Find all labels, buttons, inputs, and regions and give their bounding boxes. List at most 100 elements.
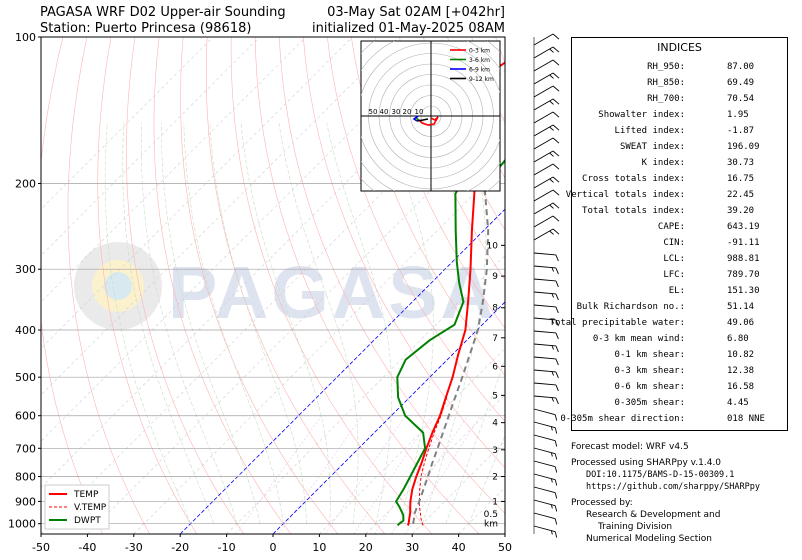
- mixing-ratio-line: [405, 415, 481, 534]
- index-row: 0-3 km mean wind: 6.80: [572, 332, 789, 346]
- km-tick-label: 5: [492, 391, 498, 401]
- valid-time-line: 03-May Sat 02AM [+042hr]: [327, 5, 505, 20]
- wind-barb: [533, 124, 560, 137]
- index-value: 12.38: [727, 366, 755, 376]
- dry-adiabat-line: [180, 37, 339, 534]
- sharppy-url-text: https://github.com/sharppy/SHARPpy: [586, 482, 760, 492]
- processed-by-text: Processed by:: [571, 498, 633, 508]
- index-value: 39.20: [727, 206, 755, 216]
- index-value: 30.73: [727, 158, 755, 168]
- wind-barb: [533, 150, 560, 163]
- index-row: K index: 30.73: [572, 156, 789, 170]
- wind-barb: [533, 395, 559, 405]
- y-tick-label: 600: [15, 410, 36, 423]
- wind-barb: [533, 215, 560, 228]
- hodograph-ring-label: 50: [369, 108, 378, 116]
- wind-barb: [533, 46, 560, 59]
- x-tick-label: -40: [78, 541, 96, 554]
- legend-dwpt-label: DWPT: [74, 516, 101, 526]
- wind-barb: [533, 356, 559, 366]
- wind-barb: [533, 163, 560, 176]
- y-tick-label: 100: [15, 31, 36, 44]
- index-value: 151.30: [727, 286, 760, 296]
- hodograph-trace-6-9km: [412, 115, 419, 122]
- index-value: -1.87: [727, 126, 755, 136]
- x-tick-label: 40: [452, 541, 466, 554]
- km-extra-label: 0.5: [484, 510, 498, 520]
- footer-credits: Forecast model: WRF v4.5 Processed using…: [571, 441, 801, 545]
- index-row: RH_950: 87.00: [572, 60, 789, 74]
- moist-adiabat-line: [183, 122, 284, 524]
- index-value: 6.80: [727, 334, 749, 344]
- title-line-station: Station: Puerto Princesa (98618): [40, 21, 252, 36]
- index-row: 0-3 km shear: 12.38: [572, 364, 789, 378]
- index-row: LCL: 988.81: [572, 252, 789, 266]
- index-row: 0-6 km shear: 16.58: [572, 380, 789, 394]
- hodograph: 50 40 30 20 10 0-3 km 3-6 km 6-9 km 9-12 km: [360, 40, 501, 192]
- indices-title: INDICES: [657, 41, 702, 54]
- doi-text: DOI:10.1175/BAMS-D-15-00309.1: [586, 470, 735, 480]
- index-value: 643.19: [727, 222, 760, 232]
- index-label: LCL:: [663, 254, 685, 264]
- wind-barb: [533, 85, 560, 98]
- hodograph-trace-9-12km: [416, 118, 429, 122]
- wind-barb: [533, 343, 559, 353]
- processed-using-text: Processed using SHARPpy v.1.4.0: [571, 458, 722, 468]
- valid-time: 03-May Sat 02AM [+042hr] initialized 01-…: [312, 5, 505, 37]
- y-tick-label: 800: [15, 471, 36, 484]
- km-tick-label: 4: [492, 419, 498, 429]
- org-line-3: Numerical Modeling Section: [586, 534, 713, 544]
- index-row: Total totals index: 39.20: [572, 204, 789, 218]
- index-row: 0-305m shear direction: 018 NNE: [560, 412, 789, 426]
- wind-barb-column: [533, 33, 560, 538]
- index-value: 196.09: [727, 142, 760, 152]
- index-value: 018 NNE: [727, 414, 765, 424]
- wind-barb: [533, 447, 558, 460]
- wind-barb: [533, 304, 559, 314]
- dry-adiabat-line: [399, 37, 505, 281]
- legend-vtemp-label: V.TEMP: [74, 503, 107, 513]
- x-tick-label: -10: [218, 541, 236, 554]
- dry-adiabat-line: [153, 37, 292, 534]
- dry-adiabat-line: [327, 37, 505, 423]
- wind-barb: [533, 460, 558, 473]
- dry-adiabat-line: [230, 37, 433, 534]
- mixing-ratio-line: [353, 415, 433, 534]
- index-label: Cross totals index:: [582, 174, 685, 184]
- index-value: 4.45: [727, 398, 749, 408]
- hodograph-legend-label: 6-9 km: [469, 67, 490, 74]
- moist-adiabat-line: [161, 122, 261, 524]
- wind-barb: [533, 486, 558, 499]
- wind-barb: [533, 72, 560, 85]
- moist-adiabat-line: [209, 122, 307, 524]
- y-tick-label: 500: [15, 371, 36, 384]
- wind-barb: [533, 265, 559, 275]
- dry-adiabat-line: [67, 37, 150, 534]
- index-label: Lifted index:: [614, 126, 685, 136]
- hodograph-legend-label: 9-12 km: [469, 76, 494, 83]
- index-label: Total totals index:: [582, 206, 685, 216]
- index-label: RH_850:: [647, 78, 685, 88]
- sounding-title: PAGASA WRF D02 Upper-air Sounding Statio…: [40, 5, 286, 37]
- moist-adiabat-line: [387, 122, 434, 524]
- index-label: Showalter index:: [598, 110, 685, 120]
- index-row: LFC: 789.70: [572, 268, 789, 282]
- title-line-model: PAGASA WRF D02 Upper-air Sounding: [40, 5, 286, 20]
- wind-barb: [533, 291, 559, 301]
- index-value: 16.75: [727, 174, 755, 184]
- wind-barb: [533, 317, 559, 327]
- wind-barb: [533, 278, 559, 288]
- moist-adiabat-line: [422, 122, 486, 524]
- index-row: Vertical totals index: 22.45: [566, 188, 789, 202]
- wind-barb: [533, 98, 560, 111]
- index-row: EL: 151.30: [572, 284, 789, 298]
- org-line-2: Training Division: [598, 522, 673, 532]
- indices-panel: INDICES RH_950: 87.00 RH_850: 69.49 RH_700: 7…: [550, 37, 789, 431]
- hodograph-trace-0-3km: [418, 116, 439, 126]
- index-value: 988.81: [727, 254, 760, 264]
- index-row: 0-305m shear: 4.45: [572, 396, 789, 410]
- wind-barb: [533, 202, 560, 215]
- index-value: 69.49: [727, 78, 755, 88]
- x-tick-label: -30: [125, 541, 143, 554]
